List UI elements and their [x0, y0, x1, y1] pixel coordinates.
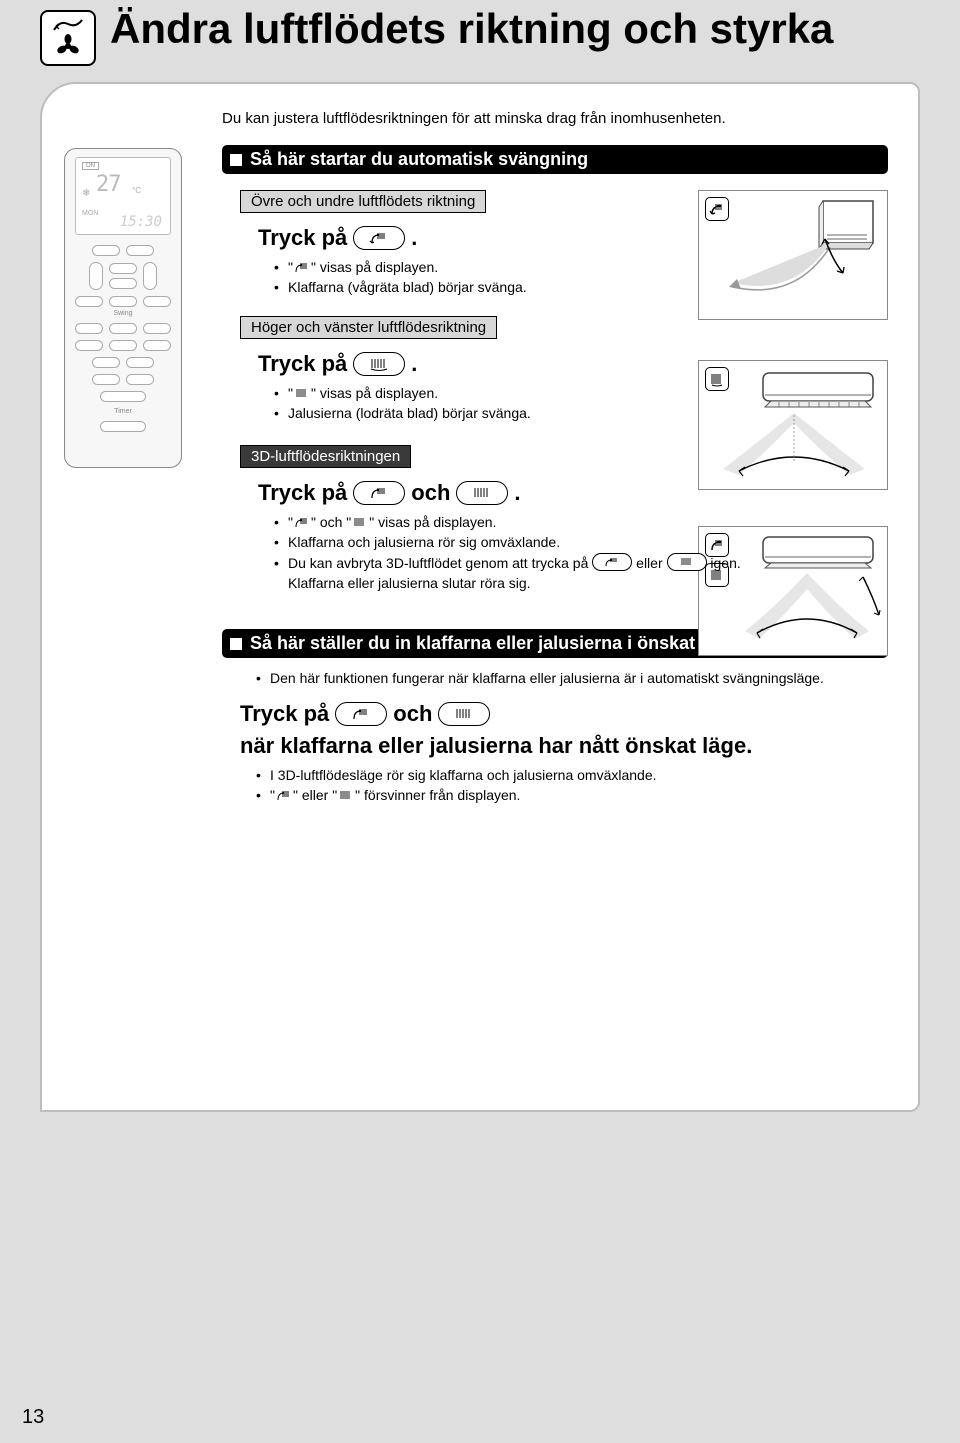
tryck3-mid: och [411, 480, 450, 506]
bullet-s2-3: "" eller "" försvinner från displayen. [256, 785, 888, 805]
bullets3: "" och "" visas på displayen. Klaffarna … [274, 512, 888, 593]
swing-horiz-glyph-icon [337, 789, 355, 803]
swing-vert-button[interactable] [353, 226, 405, 250]
bullet2b: Jalusierna (lodräta blad) börjar svänga. [274, 403, 888, 423]
swing-vert-button-sm[interactable] [592, 553, 632, 571]
intro-text: Du kan justera luftflödesriktningen för … [222, 110, 888, 127]
bullet-s2-2: I 3D-luftflödesläge rör sig klaffarna oc… [256, 765, 888, 785]
lcd-degc: °C [132, 186, 141, 195]
diagram-vertical-swing [698, 190, 888, 320]
tryck-s2-mid: och [393, 701, 432, 727]
content-card: ON 27 °C ❄ MON 15:30 Swing [40, 82, 920, 1112]
bullet3b: Klaffarna och jalusierna rör sig omväxla… [274, 532, 888, 552]
remote-illustration: ON 27 °C ❄ MON 15:30 Swing [64, 148, 182, 468]
bullets-s2b: I 3D-luftflödesläge rör sig klaffarna oc… [256, 765, 888, 806]
bullet3a: "" och "" visas på displayen. [274, 512, 888, 532]
swing-horiz-button-s2[interactable] [438, 702, 490, 726]
swing-vert-button-s2[interactable] [335, 702, 387, 726]
airflow-icon [40, 10, 96, 66]
timer-label: Timer [75, 408, 171, 415]
swing-horiz-glyph-icon [293, 387, 311, 401]
tryck-s2-tail: när klaffarna eller jalusierna har nått … [240, 733, 752, 759]
swing-vert-glyph-icon [293, 516, 311, 530]
bullets2: "" visas på displayen. Jalusierna (lodrä… [274, 383, 888, 424]
bullet1a: "" visas på displayen. [274, 257, 888, 277]
content-column: Du kan justera luftflödesriktningen för … [222, 110, 888, 593]
manual-page: Ändra luftflödets riktning och styrka ON… [0, 0, 960, 1172]
bullet2a: "" visas på displayen. [274, 383, 888, 403]
page-number: 13 [22, 1406, 44, 1429]
swing-horiz-button[interactable] [353, 352, 405, 376]
lcd-mon: MON [82, 210, 98, 217]
tryck2-end: . [411, 351, 417, 377]
tryck-s2: Tryck på och när klaffarna eller jalusie… [240, 701, 888, 759]
swing-label: Swing [75, 310, 171, 317]
section1-heading: Så här startar du automatisk svängning [222, 145, 888, 174]
bullet3c: Du kan avbryta 3D-luftflödet genom att t… [274, 553, 888, 594]
tryck1-end: . [411, 225, 417, 251]
tryck3-end: . [514, 480, 520, 506]
tryck1-text: Tryck på [258, 225, 347, 251]
bullets-s2a: Den här funktionen fungerar när klaffarn… [256, 668, 888, 688]
section2-heading-text: Så här ställer du in klaffarna eller jal… [250, 633, 736, 654]
lcd-on: ON [82, 162, 99, 170]
bullets1: "" visas på displayen. Klaffarna (vågrät… [274, 257, 888, 298]
bullet1b: Klaffarna (vågräta blad) börjar svänga. [274, 277, 888, 297]
lcd-clock: 15:30 [120, 214, 162, 230]
swing-vert-button-3[interactable] [353, 481, 405, 505]
section1-heading-text: Så här startar du automatisk svängning [250, 149, 588, 170]
diagram-horizontal-swing [698, 360, 888, 490]
swing-horiz-button-sm[interactable] [667, 553, 707, 571]
swing-vert-glyph-icon [293, 261, 311, 275]
swing-horiz-button-3[interactable] [456, 481, 508, 505]
swing-horiz-glyph-icon [351, 516, 369, 530]
tryck-s2-text: Tryck på [240, 701, 329, 727]
sub3-label: 3D-luftflödesriktningen [240, 445, 411, 468]
tryck3-text: Tryck på [258, 480, 347, 506]
swing-vert-glyph-icon [275, 789, 293, 803]
bullet-s2-1: Den här funktionen fungerar när klaffarn… [256, 668, 888, 688]
lcd-temp: 27 [96, 172, 121, 197]
page-header: Ändra luftflödets riktning och styrka [40, 0, 920, 66]
sub2-label: Höger och vänster luftflödesriktning [240, 316, 497, 339]
page-title: Ändra luftflödets riktning och styrka [110, 6, 833, 52]
sub1-label: Övre och undre luftflödets riktning [240, 190, 486, 213]
swing-vert-icon [705, 197, 729, 221]
tryck2-text: Tryck på [258, 351, 347, 377]
